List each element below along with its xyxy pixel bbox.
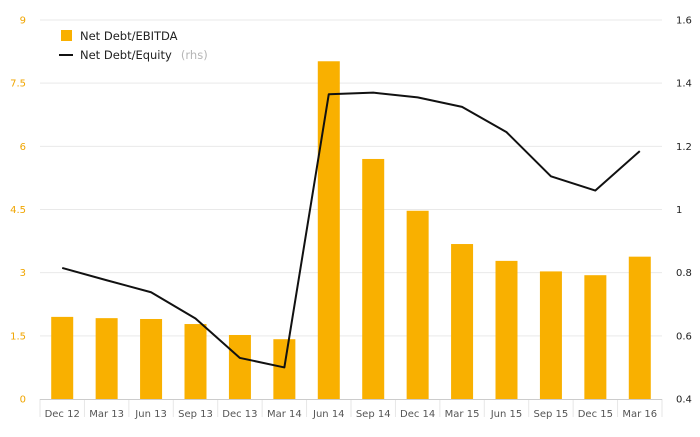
legend-label-bar: Net Debt/EBITDA bbox=[80, 29, 178, 43]
right-y-axis: 0.4 0.6 0.8 1 1.2 1.4 1.6 bbox=[676, 16, 692, 406]
bar bbox=[140, 319, 162, 399]
x-tick-label: Sep 14 bbox=[356, 409, 391, 420]
bar bbox=[629, 257, 651, 399]
x-tick-label: Sep 15 bbox=[534, 409, 569, 420]
bar bbox=[584, 275, 606, 399]
x-tick-label: Mar 16 bbox=[622, 409, 657, 420]
x-tick-label: Mar 15 bbox=[445, 409, 480, 420]
y-left-tick-label: 9 bbox=[20, 16, 26, 27]
x-tick-label: Dec 15 bbox=[578, 409, 613, 420]
y-right-tick-label: 0.4 bbox=[676, 395, 692, 406]
bar bbox=[96, 318, 118, 399]
y-right-tick-label: 1.2 bbox=[676, 142, 692, 153]
bar bbox=[407, 211, 429, 399]
y-left-tick-label: 4.5 bbox=[10, 205, 26, 216]
legend-label-line-name: Net Debt/Equity bbox=[80, 48, 172, 62]
bar-series bbox=[51, 61, 651, 399]
y-left-tick-label: 7.5 bbox=[10, 79, 26, 90]
y-right-tick-label: 0.8 bbox=[676, 268, 692, 279]
legend-swatch-bar bbox=[61, 30, 72, 41]
bar bbox=[318, 61, 340, 399]
x-tick-label: Mar 14 bbox=[267, 409, 302, 420]
x-tick-label: Mar 13 bbox=[89, 409, 124, 420]
bar bbox=[185, 324, 207, 399]
bar bbox=[51, 317, 73, 399]
x-tick-label: Sep 13 bbox=[178, 409, 213, 420]
bar bbox=[229, 335, 251, 399]
bar bbox=[540, 271, 562, 399]
y-left-tick-label: 3 bbox=[20, 268, 26, 279]
legend-label-line-suffix: (rhs) bbox=[181, 48, 208, 62]
bar bbox=[496, 261, 518, 399]
x-tick-label: Dec 12 bbox=[45, 409, 80, 420]
bar bbox=[451, 244, 473, 399]
y-left-tick-label: 0 bbox=[20, 395, 26, 406]
x-tick-label: Jun 15 bbox=[490, 409, 523, 420]
x-tick-label: Jun 13 bbox=[134, 409, 167, 420]
y-right-tick-label: 0.6 bbox=[676, 331, 692, 342]
bar bbox=[273, 339, 295, 399]
y-left-tick-label: 1.5 bbox=[10, 331, 26, 342]
y-right-tick-label: 1.6 bbox=[676, 16, 692, 27]
x-tick-label: Dec 13 bbox=[222, 409, 257, 420]
y-left-tick-label: 6 bbox=[20, 142, 26, 153]
x-tick-label: Jun 14 bbox=[312, 409, 345, 420]
bar bbox=[362, 159, 384, 399]
x-axis: Dec 12 Mar 13 Jun 13 Sep 13 Dec 13 Mar 14 Jun … bbox=[40, 399, 662, 420]
legend-label-line: Net Debt/Equity (rhs) bbox=[80, 44, 208, 63]
legend: Net Debt/EBITDA Net Debt/Equity (rhs) bbox=[59, 29, 208, 63]
y-right-tick-label: 1.4 bbox=[676, 79, 692, 90]
y-right-tick-label: 1 bbox=[676, 205, 682, 216]
x-tick-label: Dec 14 bbox=[400, 409, 435, 420]
left-y-axis: 0 1.5 3 4.5 6 7.5 9 bbox=[10, 16, 26, 406]
